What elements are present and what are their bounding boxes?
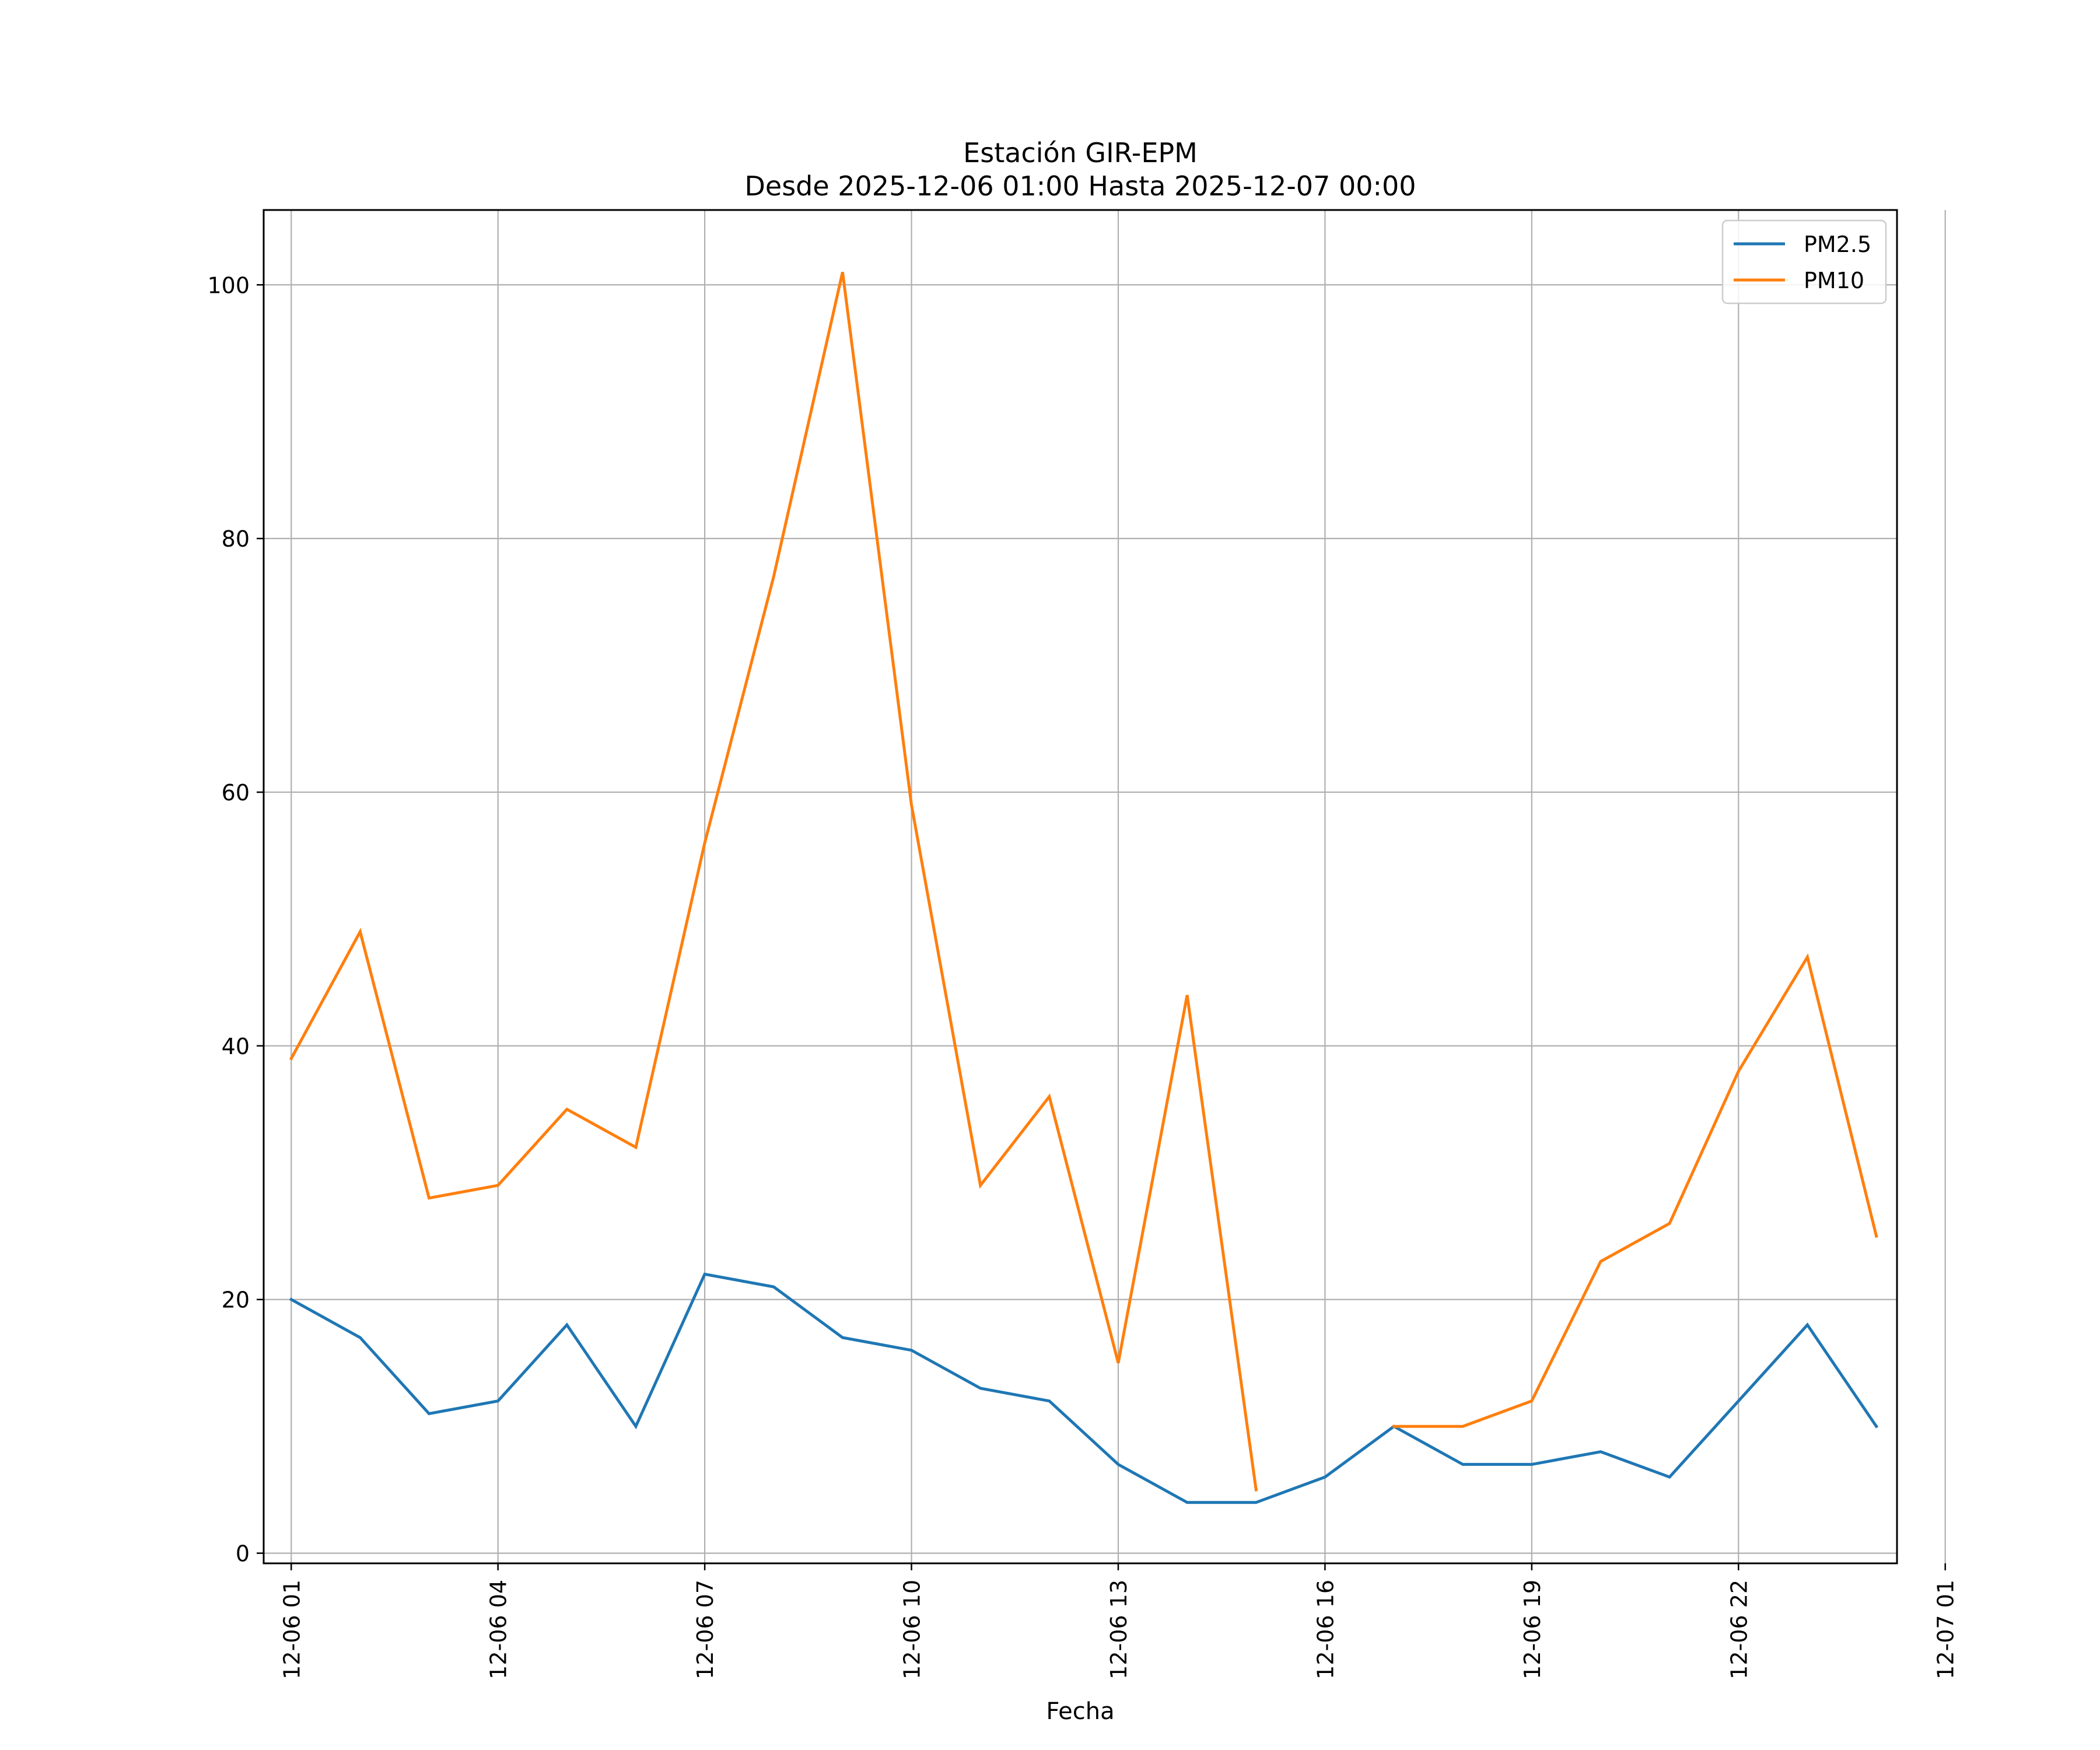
x-tick-label: 12-06 16 (1312, 1580, 1338, 1679)
plot-lines (289, 271, 1879, 1504)
x-tick-label: 12-06 04 (486, 1580, 512, 1679)
chart-title-line2: Desde 2025-12-06 01:00 Hasta 2025-12-07 … (744, 170, 1416, 202)
x-axis-label: Fecha (1046, 1698, 1114, 1725)
series-line-pm25 (289, 1272, 1879, 1504)
chart-title-line1: Estación GIR-EPM (963, 137, 1198, 169)
x-tick-label: 12-06 22 (1726, 1580, 1752, 1679)
axis-ticks: 12-06 01 12-06 04 12-06 07 12-06 10 12-06 13… (207, 272, 1958, 1679)
x-tick-label: 12-06 07 (692, 1580, 718, 1679)
x-tick-label: 12-07 01 (1933, 1580, 1959, 1679)
x-tick-label: 12-06 10 (900, 1580, 925, 1679)
x-tick-label: 12-06 19 (1520, 1580, 1545, 1679)
grid (264, 210, 1946, 1563)
x-tick-label: 12-06 13 (1106, 1580, 1132, 1679)
y-tick-label: 20 (222, 1287, 250, 1313)
y-tick-label: 60 (222, 780, 250, 806)
legend-label-pm25: PM2.5 (1804, 232, 1871, 257)
y-tick-label: 100 (207, 272, 250, 298)
y-tick-label: 80 (222, 526, 250, 552)
legend: PM2.5 PM10 (1721, 219, 1887, 304)
legend-box (1721, 219, 1887, 304)
y-tick-label: 40 (222, 1034, 250, 1059)
series-line-pm10 (289, 271, 1878, 1492)
x-tick-label: 12-06 01 (279, 1580, 304, 1679)
y-tick-label: 0 (236, 1541, 250, 1567)
legend-label-pm10: PM10 (1804, 268, 1864, 293)
plot-frame (262, 209, 1898, 1564)
